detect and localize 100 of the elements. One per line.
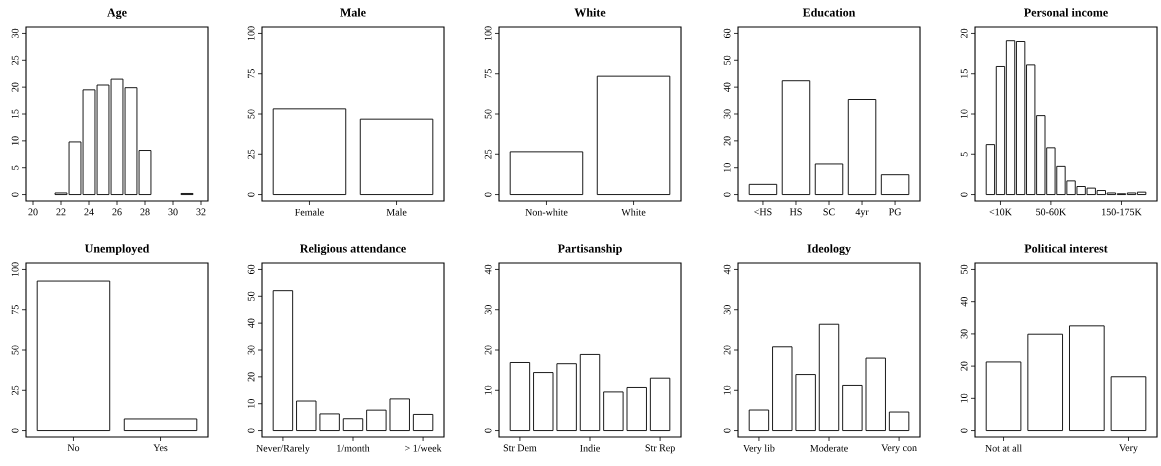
y-tick-label: 10 xyxy=(484,385,492,395)
x-tick-label: Very con xyxy=(881,444,917,454)
bar xyxy=(366,409,387,432)
x-tick-label: Very xyxy=(1119,444,1138,454)
y-tick-label: 0 xyxy=(247,428,255,433)
chart-title: Political interest xyxy=(1024,244,1108,253)
chart-title: Religious attendance xyxy=(300,244,406,256)
y-tick-label: 75 xyxy=(484,69,492,79)
y-tick-label: 100 xyxy=(11,262,19,277)
x-tick-label: 50-60K xyxy=(1036,208,1067,216)
y-tick-label: 10 xyxy=(960,393,968,403)
y-tick-label: 25 xyxy=(11,55,19,65)
y-tick-label: 30 xyxy=(960,329,968,339)
y-tick-label: 10 xyxy=(247,399,255,408)
y-tick-label: 10 xyxy=(723,385,731,395)
chart-title: Partisanship xyxy=(557,244,622,256)
y-tick-label: 20 xyxy=(723,345,731,355)
chart-title: Ideology xyxy=(807,244,851,256)
chart-title: Personal income xyxy=(1024,8,1108,17)
bar xyxy=(626,387,647,432)
x-tick-label: 26 xyxy=(112,208,122,216)
bar xyxy=(888,411,910,432)
x-tick-label: <HS xyxy=(754,208,772,216)
y-tick-label: 30 xyxy=(723,109,731,119)
y-tick-label: 30 xyxy=(484,305,492,315)
y-tick-label: 15 xyxy=(11,109,19,119)
bar xyxy=(1069,325,1105,432)
y-tick-label: 0 xyxy=(484,192,492,197)
x-tick-label: Male xyxy=(386,208,407,216)
x-tick-label: SC xyxy=(823,208,835,216)
x-tick-label: 22 xyxy=(56,208,66,216)
bar xyxy=(1027,333,1063,432)
y-tick-label: 0 xyxy=(247,192,255,197)
bar xyxy=(985,361,1022,432)
y-tick-label: 20 xyxy=(723,136,731,146)
y-tick-label: 20 xyxy=(960,361,968,371)
y-tick-label: 5 xyxy=(11,165,19,170)
bar xyxy=(795,374,816,432)
y-tick-label: 20 xyxy=(484,345,492,355)
bar xyxy=(389,398,410,432)
chart-title: Unemployed xyxy=(84,244,150,256)
bar xyxy=(412,414,434,432)
bar xyxy=(272,290,294,432)
y-tick-label: 25 xyxy=(11,385,19,395)
bar xyxy=(818,323,840,432)
y-tick-label: 40 xyxy=(723,264,731,275)
y-tick-label: 50 xyxy=(247,109,255,119)
y-tick-label: 60 xyxy=(247,264,255,275)
bar xyxy=(509,362,531,432)
x-tick-label: 28 xyxy=(140,208,150,216)
x-tick-label: Moderate xyxy=(810,444,848,452)
x-tick-label: Not at all xyxy=(985,444,1022,452)
x-tick-label: PG xyxy=(888,208,902,216)
y-tick-label: 20 xyxy=(247,372,255,382)
chart-title: Age xyxy=(107,8,127,20)
bar xyxy=(814,163,844,196)
bar xyxy=(556,363,577,432)
bar xyxy=(579,353,601,432)
x-tick-label: Very lib xyxy=(743,444,775,454)
bar xyxy=(748,183,778,196)
y-tick-label: 50 xyxy=(484,109,492,119)
y-tick-label: 50 xyxy=(723,55,731,65)
x-tick-label: Indie xyxy=(580,444,600,452)
y-tick-label: 75 xyxy=(11,305,19,315)
bar xyxy=(1110,376,1147,432)
x-tick-label: 150-175K xyxy=(1102,208,1142,216)
x-tick-label: 20 xyxy=(28,208,38,216)
y-tick-label: 50 xyxy=(11,345,19,355)
bar xyxy=(865,357,886,432)
bar xyxy=(781,80,811,196)
y-tick-label: 50 xyxy=(960,264,968,274)
bar xyxy=(649,377,671,432)
x-tick-label: Str Rep xyxy=(645,444,675,454)
bar xyxy=(319,413,340,432)
y-tick-label: 100 xyxy=(247,26,255,41)
x-tick-label: Yes xyxy=(153,444,168,452)
x-tick-label: 30 xyxy=(168,208,178,216)
y-tick-label: 30 xyxy=(723,305,731,315)
y-tick-label: 0 xyxy=(11,428,19,433)
chart-title: Male xyxy=(340,8,366,17)
bar xyxy=(603,391,624,432)
x-tick-label: 4yr xyxy=(855,208,869,218)
y-tick-label: 40 xyxy=(723,82,731,92)
chart-title: Education xyxy=(802,8,856,17)
y-tick-label: 30 xyxy=(11,28,19,38)
y-tick-label: 75 xyxy=(247,69,255,79)
y-tick-label: 0 xyxy=(484,428,492,433)
y-tick-label: 40 xyxy=(960,297,968,307)
y-tick-label: 0 xyxy=(723,192,731,197)
y-tick-label: 40 xyxy=(247,318,255,328)
bar xyxy=(342,418,364,432)
y-tick-label: 10 xyxy=(723,163,731,172)
y-tick-label: 0 xyxy=(11,192,19,197)
bar xyxy=(842,385,863,432)
bar xyxy=(772,346,793,432)
y-tick-label: 10 xyxy=(960,109,968,119)
x-tick-label: 1/month xyxy=(337,444,370,452)
x-tick-label: HS xyxy=(789,208,802,216)
y-tick-label: 60 xyxy=(723,28,731,39)
y-tick-label: 15 xyxy=(960,69,968,78)
